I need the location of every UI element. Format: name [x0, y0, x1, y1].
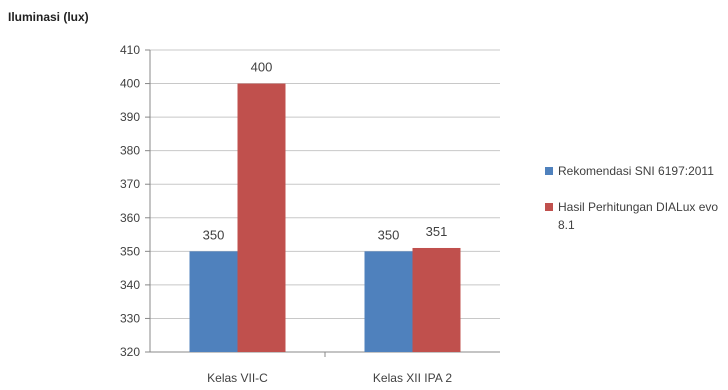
legend-label: Rekomendasi SNI 6197:2011 [558, 164, 714, 178]
y-tick-label: 360 [120, 211, 140, 225]
data-label: 351 [426, 224, 448, 239]
y-tick-label: 380 [120, 144, 140, 158]
y-axis-title: Iluminasi (lux) [8, 10, 89, 24]
bar [412, 247, 461, 352]
bars [189, 83, 461, 353]
y-tick-label: 350 [120, 244, 140, 258]
x-axis-ticks: Kelas VII-C Kelas XII IPA 2 [207, 352, 452, 385]
x-tick-label: Kelas VII-C [207, 371, 268, 385]
data-label: 350 [378, 227, 400, 242]
data-label: 350 [203, 227, 225, 242]
bar [364, 251, 413, 352]
y-axis-ticks: 320 330 340 350 360 370 380 390 400 410 [120, 43, 150, 359]
y-tick-label: 390 [120, 110, 140, 124]
legend-item-series-1: Rekomendasi SNI 6197:2011 [545, 162, 725, 180]
y-tick-label: 340 [120, 278, 140, 292]
legend: Rekomendasi SNI 6197:2011 Hasil Perhitun… [545, 162, 725, 252]
legend-swatch-red [545, 203, 553, 211]
x-tick-label: Kelas XII IPA 2 [373, 371, 452, 385]
y-tick-label: 330 [120, 311, 140, 325]
legend-swatch-blue [545, 167, 553, 175]
y-tick-label: 410 [120, 43, 140, 57]
y-tick-label: 400 [120, 77, 140, 91]
data-label: 400 [251, 60, 273, 75]
bar [189, 251, 238, 352]
legend-item-series-2: Hasil Perhitungan DIALux evo 8.1 [545, 198, 725, 234]
y-tick-label: 370 [120, 177, 140, 191]
data-labels: 350 400 350 351 [203, 60, 448, 243]
bar [237, 83, 286, 353]
legend-label: Hasil Perhitungan DIALux evo 8.1 [558, 200, 719, 232]
y-tick-label: 320 [120, 345, 140, 359]
